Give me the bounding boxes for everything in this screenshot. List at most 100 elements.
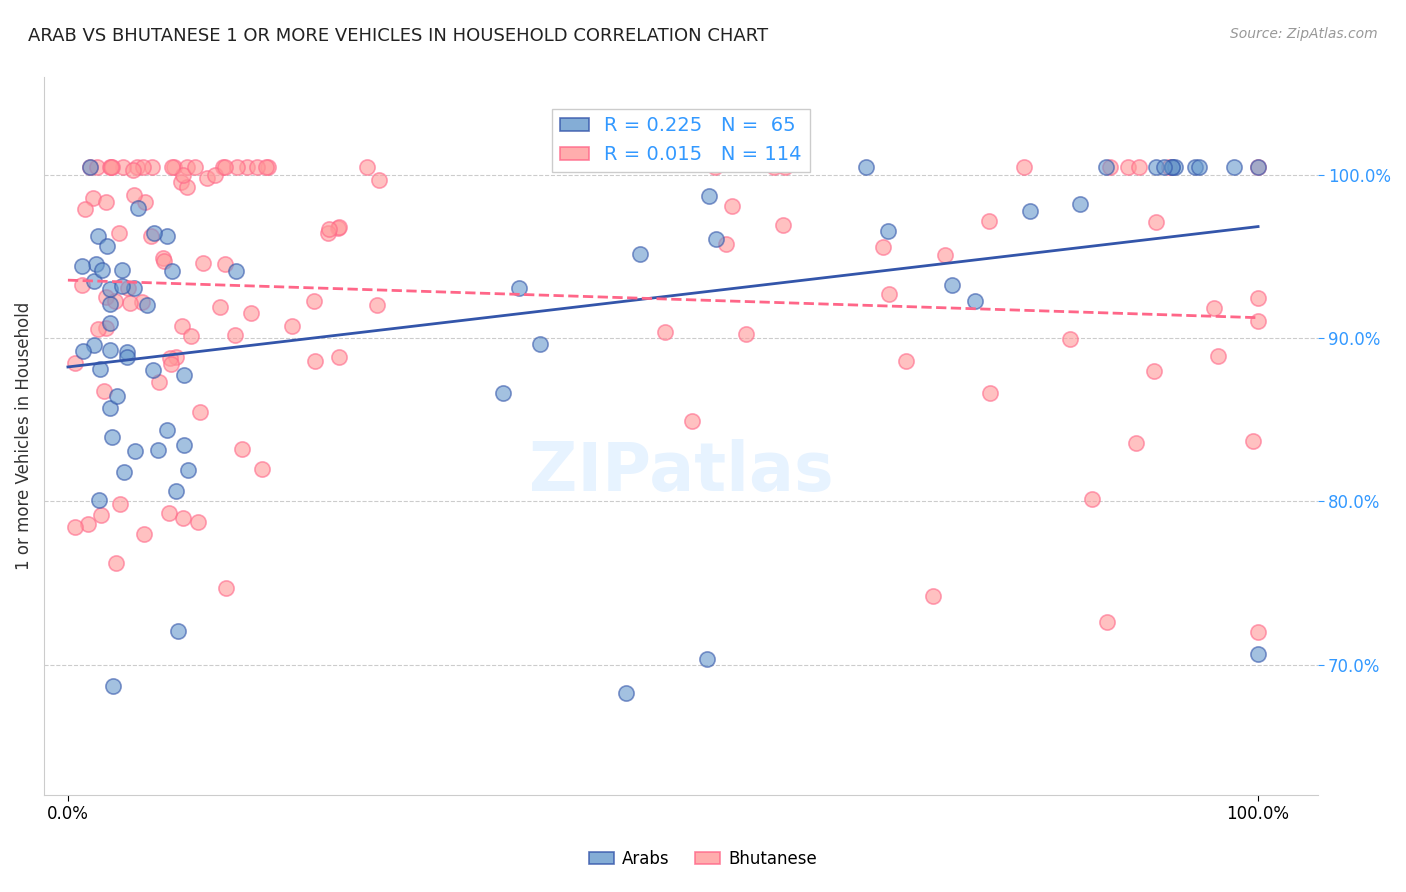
Point [979, 214, 1001, 228]
Point [72, 344, 94, 359]
Point [100, 160, 122, 174]
Point [124, 443, 146, 458]
Point [170, 175, 193, 189]
Point [1247, 624, 1270, 639]
Point [120, 296, 142, 310]
Point [165, 351, 187, 365]
Point [135, 298, 157, 312]
Point [204, 168, 226, 182]
Point [107, 226, 129, 240]
Point [1247, 160, 1270, 174]
Point [773, 160, 796, 174]
Point [1012, 160, 1035, 174]
Point [302, 294, 325, 309]
Point [112, 466, 135, 480]
Point [101, 160, 124, 174]
Point [716, 237, 738, 252]
Point [224, 327, 246, 342]
Point [877, 287, 900, 301]
Point [70, 260, 93, 274]
Point [93, 384, 115, 399]
Point [70, 278, 93, 293]
Point [127, 160, 149, 174]
Point [240, 306, 263, 320]
Point [76, 516, 98, 531]
Point [98, 343, 121, 357]
Point [1144, 215, 1167, 229]
Point [193, 256, 215, 270]
Point [894, 353, 917, 368]
Point [98, 296, 121, 310]
Point [122, 162, 145, 177]
Point [156, 423, 179, 437]
Point [491, 386, 513, 401]
Point [328, 350, 350, 364]
Point [356, 160, 378, 174]
Point [127, 201, 149, 215]
Point [142, 363, 165, 377]
Point [105, 389, 128, 403]
Point [156, 228, 179, 243]
Point [1128, 160, 1150, 174]
Point [1153, 160, 1175, 174]
Point [236, 160, 259, 174]
Point [1223, 160, 1246, 174]
Point [96, 290, 118, 304]
Point [529, 336, 551, 351]
Point [1206, 349, 1229, 363]
Point [721, 199, 744, 213]
Point [1161, 160, 1184, 174]
Point [89, 362, 111, 376]
Point [152, 252, 174, 266]
Point [1187, 160, 1209, 174]
Point [1159, 160, 1181, 174]
Point [132, 160, 155, 174]
Point [941, 277, 963, 292]
Point [87, 229, 110, 244]
Point [100, 401, 122, 416]
Point [367, 172, 389, 186]
Point [316, 227, 339, 241]
Point [98, 282, 121, 296]
Point [681, 413, 703, 427]
Point [83, 337, 105, 351]
Point [1018, 203, 1040, 218]
Point [225, 264, 247, 278]
Point [172, 511, 194, 525]
Point [188, 405, 211, 419]
Point [176, 180, 198, 194]
Point [1144, 160, 1167, 174]
Point [148, 376, 170, 390]
Point [616, 686, 638, 700]
Point [214, 582, 236, 596]
Point [111, 263, 134, 277]
Point [82, 191, 104, 205]
Point [1094, 160, 1116, 174]
Point [704, 232, 727, 246]
Point [1247, 291, 1270, 305]
Legend: Arabs, Bhutanese: Arabs, Bhutanese [582, 844, 824, 875]
Point [209, 301, 232, 315]
Point [1247, 160, 1270, 174]
Point [876, 224, 898, 238]
Point [1069, 197, 1091, 211]
Point [366, 298, 388, 312]
Point [508, 281, 530, 295]
Y-axis label: 1 or more Vehicles in Household: 1 or more Vehicles in Household [15, 302, 32, 570]
Point [1081, 492, 1104, 507]
Point [212, 160, 235, 174]
Point [162, 264, 184, 278]
Point [176, 160, 198, 174]
Point [162, 160, 184, 174]
Text: ARAB VS BHUTANESE 1 OR MORE VEHICLES IN HOUSEHOLD CORRELATION CHART: ARAB VS BHUTANESE 1 OR MORE VEHICLES IN … [28, 27, 768, 45]
Point [1098, 160, 1121, 174]
Point [122, 188, 145, 202]
Point [87, 322, 110, 336]
Text: Source: ZipAtlas.com: Source: ZipAtlas.com [1230, 27, 1378, 41]
Point [112, 160, 135, 174]
Point [1125, 435, 1147, 450]
Point [103, 680, 125, 694]
Point [318, 221, 340, 235]
Point [111, 279, 134, 293]
Point [134, 195, 156, 210]
